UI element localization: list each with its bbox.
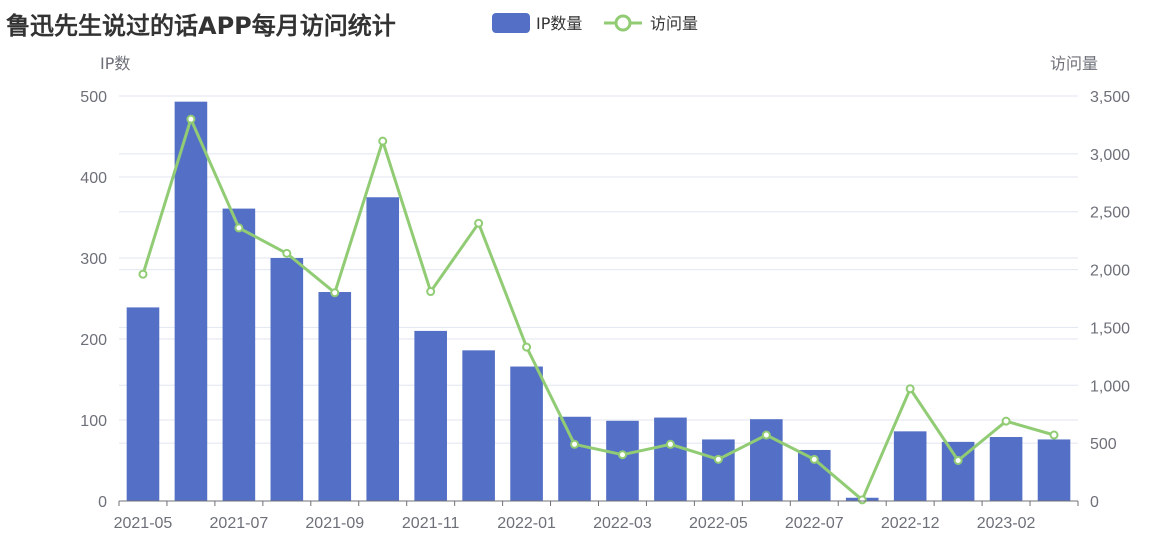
- x-tick-label: 2022-03: [593, 515, 652, 532]
- bar: [558, 416, 591, 501]
- x-tick-label: 2021-09: [305, 515, 364, 532]
- legend-label-ip: IP数量: [536, 14, 582, 33]
- bar: [222, 208, 256, 501]
- bar: [989, 437, 1023, 501]
- line-point: [713, 454, 723, 464]
- y-right-axis-label: 访问量: [1050, 54, 1098, 73]
- y-left-tick-label: 200: [80, 332, 107, 349]
- line-point: [138, 269, 148, 279]
- bar-series: [126, 101, 1071, 502]
- y-left-tick-label: 400: [80, 170, 107, 187]
- bar: [318, 292, 352, 501]
- line-point: [809, 454, 819, 464]
- bar: [414, 330, 447, 501]
- line-point: [186, 114, 196, 124]
- legend-item-ip[interactable]: IP数量: [492, 13, 582, 33]
- bar: [606, 420, 639, 501]
- y-right-tick-label: 2,500: [1090, 205, 1130, 222]
- x-tick-label: 2021-05: [114, 515, 173, 532]
- chart-title: 鲁迅先生说过的话APP每月访问统计: [6, 12, 396, 40]
- y-left-tick-label: 0: [98, 494, 107, 511]
- line-point: [665, 439, 675, 449]
- line-point: [330, 288, 340, 298]
- legend-marker-visits: [614, 14, 632, 32]
- bar: [893, 431, 927, 501]
- y-right-tick-label: 3,000: [1090, 147, 1130, 164]
- y-right-tick-label: 2,000: [1090, 263, 1130, 280]
- y-right-tick-label: 1,000: [1090, 378, 1130, 395]
- x-tick-label: 2021-07: [210, 515, 269, 532]
- x-tick-label: 2022-01: [497, 515, 556, 532]
- bar: [510, 366, 543, 501]
- line-point: [378, 136, 388, 146]
- line-point: [617, 450, 627, 460]
- line-point: [234, 223, 244, 233]
- bar: [462, 350, 495, 501]
- bar: [174, 101, 208, 502]
- legend-item-visits[interactable]: 访问量: [604, 14, 698, 33]
- y-left-tick-labels: 0 100 200 300 400 500: [80, 89, 107, 511]
- visits-line: [141, 117, 1055, 502]
- x-tick-label: 2022-05: [689, 515, 748, 532]
- x-tick-label: 2021-11: [402, 515, 460, 532]
- y-right-tick-labels: 0 500 1,000 1,500 2,000 2,500 3,000 3,500: [1090, 89, 1130, 511]
- y-left-tick-label: 500: [80, 89, 107, 106]
- line-point: [570, 439, 580, 449]
- legend-label-visits: 访问量: [650, 14, 698, 33]
- y-left-axis-label: IP数: [100, 54, 130, 73]
- bar: [1037, 439, 1071, 501]
- axes: [118, 500, 1079, 506]
- y-right-tick-label: 1,500: [1090, 320, 1130, 337]
- line-point: [905, 384, 915, 394]
- line-point: [426, 287, 436, 297]
- legend-swatch-ip: [492, 13, 530, 33]
- line-point: [953, 456, 963, 465]
- y-right-tick-label: 3,500: [1090, 89, 1130, 106]
- bar: [702, 439, 735, 501]
- line-point: [474, 218, 484, 228]
- line-point: [522, 342, 532, 352]
- y-left-tick-label: 300: [80, 251, 107, 268]
- x-tick-labels: 2021-05 2021-07 2021-09 2021-11 2022-01 2022-…: [114, 515, 1036, 532]
- bar: [654, 417, 687, 501]
- y-left-tick-label: 100: [80, 413, 107, 430]
- bar: [366, 197, 400, 501]
- legend[interactable]: IP数量 访问量: [492, 13, 698, 33]
- x-tick-label: 2022-12: [881, 515, 940, 532]
- line-point: [857, 495, 867, 505]
- line-series: [138, 114, 1059, 505]
- x-tick-label: 2022-07: [785, 515, 844, 532]
- grid-lines: [119, 95, 1078, 444]
- line-point: [1001, 416, 1011, 426]
- y-right-tick-label: 0: [1090, 494, 1099, 511]
- x-tick-label: 2023-02: [977, 515, 1036, 532]
- bar: [126, 307, 160, 501]
- line-point: [1049, 430, 1059, 440]
- y-right-tick-label: 500: [1090, 436, 1117, 453]
- bar: [270, 258, 304, 501]
- line-point: [761, 430, 771, 440]
- line-point: [282, 248, 292, 258]
